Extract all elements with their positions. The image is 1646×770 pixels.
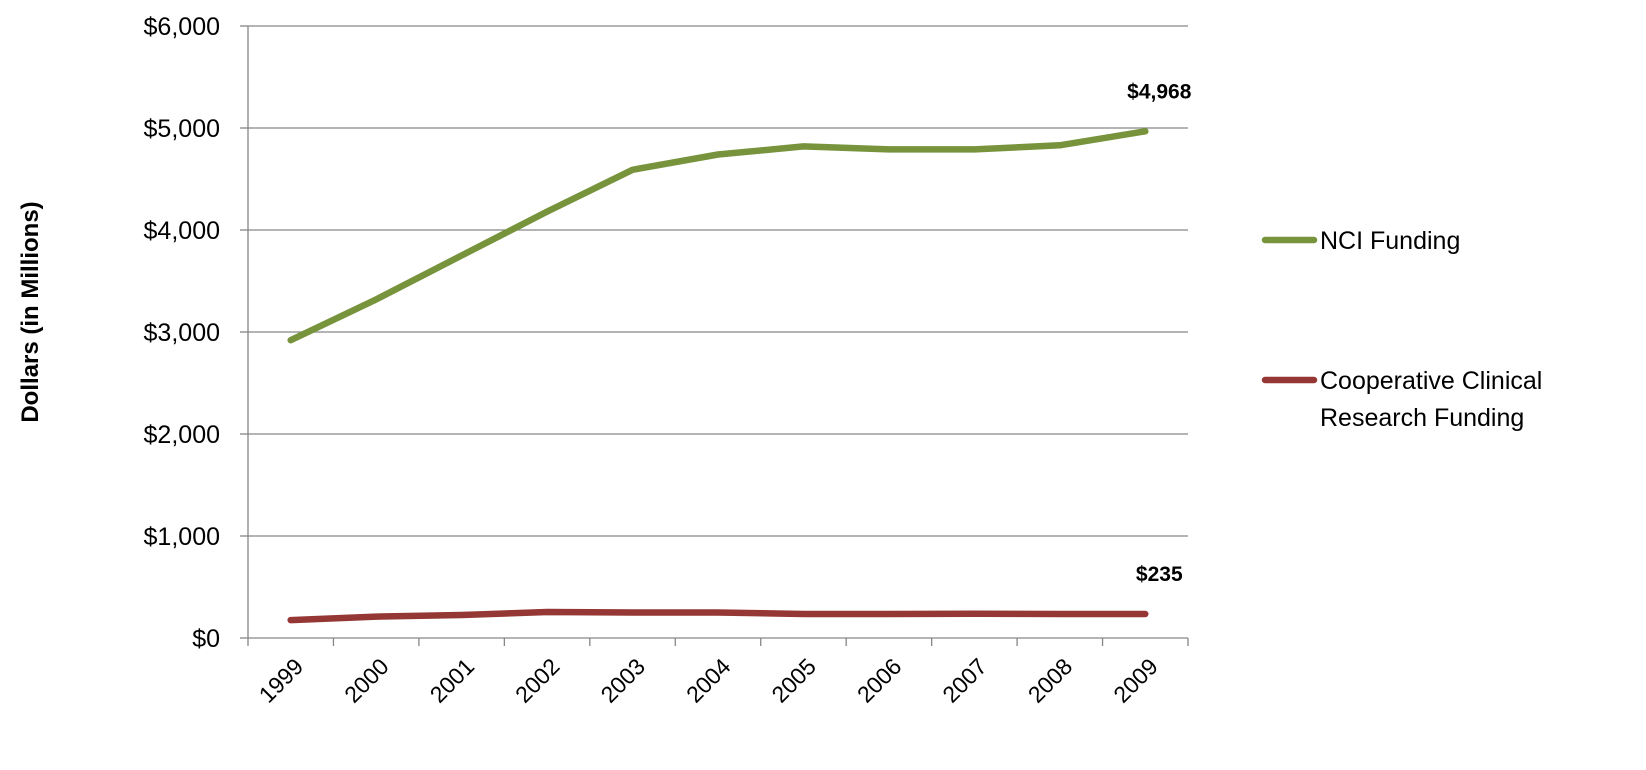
- x-tick-label: 2006: [852, 653, 907, 708]
- legend-label: Cooperative Clinical: [1320, 367, 1542, 395]
- y-tick-label: $0: [192, 625, 220, 653]
- x-tick-label: 2005: [766, 653, 821, 708]
- series-line-nci-funding: [291, 131, 1146, 340]
- end-value-label: $235: [1136, 563, 1183, 586]
- axes: $0 $1,000 $2,000 $3,000 $4,000 $5,000 $6,000 19…: [144, 13, 1188, 708]
- x-tick-label: 2000: [339, 653, 394, 708]
- y-tick-label: $6,000: [144, 13, 220, 41]
- y-tick-label: $2,000: [144, 421, 220, 449]
- y-tick-label: $5,000: [144, 115, 220, 143]
- series-lines: [291, 131, 1146, 620]
- y-tick-label: $4,000: [144, 217, 220, 245]
- gridlines: [248, 26, 1188, 536]
- x-tick-label: 2002: [510, 653, 565, 708]
- x-tick-label: 2009: [1108, 653, 1163, 708]
- x-tick-label: 2007: [937, 653, 992, 708]
- y-tick-label: $3,000: [144, 319, 220, 347]
- y-axis-label: Dollars (in Millions): [17, 201, 44, 422]
- end-value-label: $4,968: [1127, 80, 1192, 103]
- legend-label: NCI Funding: [1320, 227, 1460, 255]
- x-tick-label: 2004: [681, 653, 736, 708]
- series-line-cooperative-clinical-research-funding: [291, 612, 1146, 620]
- data-labels: $4,968 $235: [1127, 80, 1192, 586]
- x-tick-label: 2003: [596, 653, 651, 708]
- x-tick-label: 2001: [425, 653, 480, 708]
- legend: NCI Funding Cooperative Clinical Research …: [1265, 227, 1542, 432]
- x-tick-label: 2008: [1023, 653, 1078, 708]
- y-tick-label: $1,000: [144, 523, 220, 551]
- x-tick-label: 1999: [254, 653, 309, 708]
- legend-label: Research Funding: [1320, 404, 1524, 432]
